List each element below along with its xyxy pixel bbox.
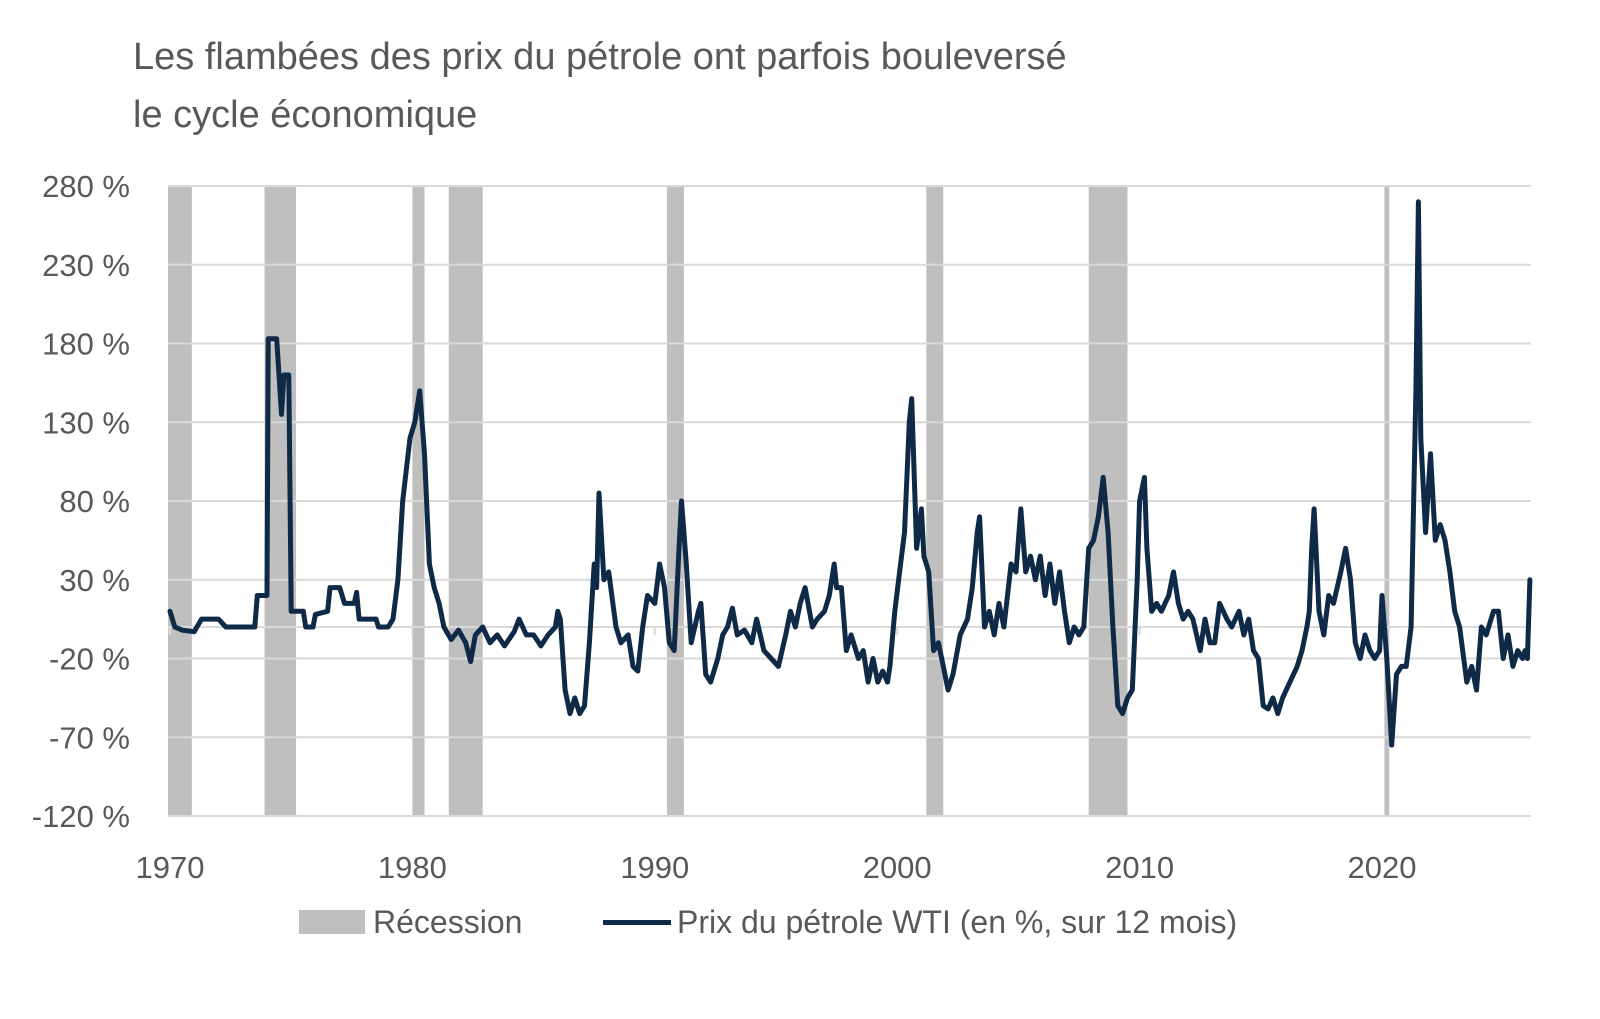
x-tick-label: 2020	[1348, 850, 1417, 885]
x-axis-labels: 1970 1980 1990 2000 2010 2020	[136, 850, 1417, 885]
y-tick-label: -120 %	[32, 799, 130, 834]
legend-label-wti: Prix du pétrole WTI (en %, sur 12 mois)	[677, 903, 1238, 940]
x-tick-label: 2010	[1105, 850, 1174, 885]
y-tick-label: 30 %	[59, 563, 130, 598]
series-line-wti	[167, 199, 1533, 748]
y-tick-label: 130 %	[42, 405, 130, 440]
x-tick-label: 2000	[863, 850, 932, 885]
x-tick-label: 1980	[378, 850, 447, 885]
y-tick-label: 180 %	[42, 327, 130, 362]
y-tick-label: -20 %	[49, 642, 130, 677]
legend-label-recession: Récession	[373, 903, 523, 940]
y-tick-label: 230 %	[42, 248, 130, 283]
legend-swatch-wti	[603, 919, 671, 925]
y-tick-label: 80 %	[59, 484, 130, 519]
chart-title-line-1: Les flambées des prix du pétrole ont par…	[133, 36, 1067, 78]
chart-title-line-2: le cycle économique	[133, 94, 478, 136]
legend-swatch-recession	[299, 910, 365, 934]
series-layer	[167, 199, 1533, 748]
legend-item-recession: Récession	[299, 904, 522, 941]
x-tick-label: 1970	[136, 850, 205, 885]
y-axis-labels: 280 % 230 % 180 % 130 % 80 % 30 % -20 % -70 % -1…	[32, 169, 130, 834]
legend-item-wti: Prix du pétrole WTI (en %, sur 12 mois)	[603, 904, 1237, 941]
x-tick-label: 1990	[620, 850, 689, 885]
chart-title: Les flambées des prix du pétrole ont par…	[133, 28, 1067, 144]
y-tick-label: 280 %	[42, 169, 130, 204]
y-tick-label: -70 %	[49, 720, 130, 755]
gridlines	[168, 185, 1531, 817]
